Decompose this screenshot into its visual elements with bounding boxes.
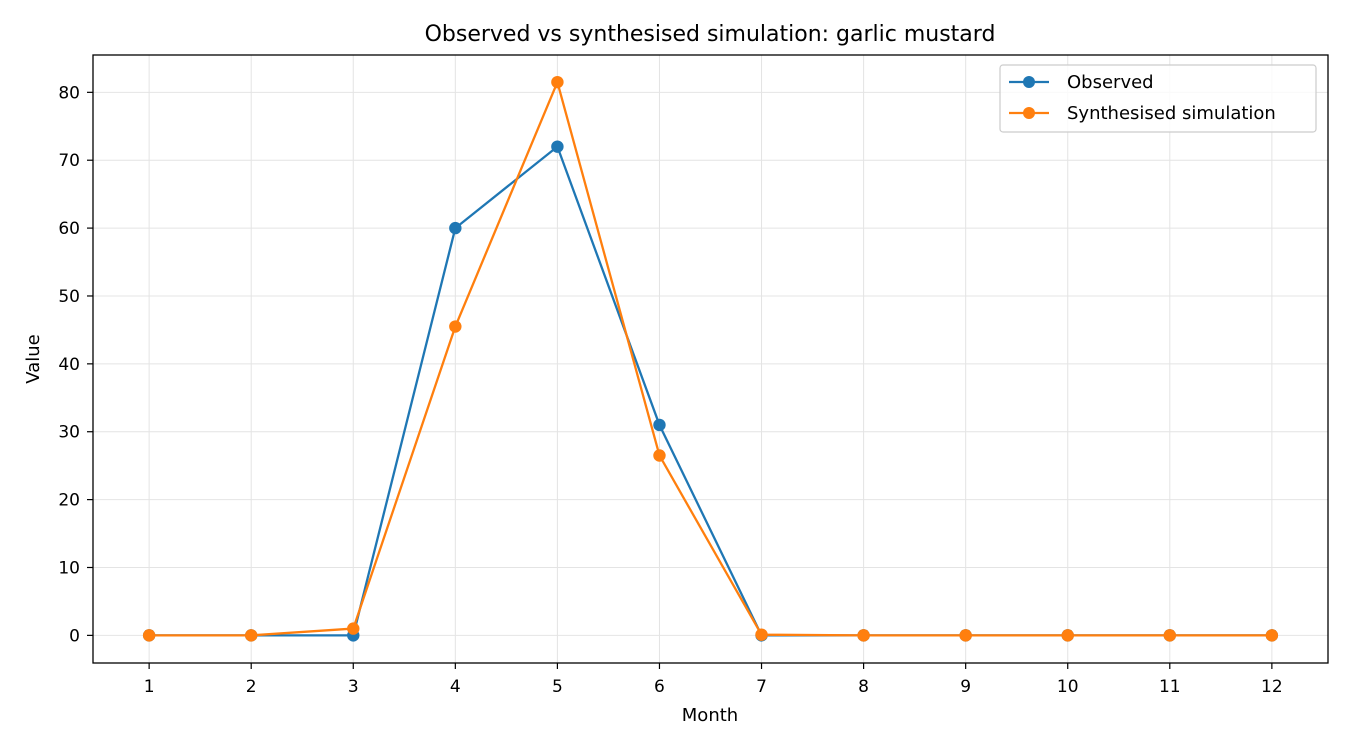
data-point-synthesised — [653, 449, 666, 462]
y-tick-label: 60 — [58, 219, 80, 239]
legend-label-synthesised: Synthesised simulation — [1067, 103, 1276, 124]
y-tick-label: 20 — [58, 491, 80, 511]
data-point-observed — [449, 221, 462, 235]
legend: Observed Synthesised simulation — [999, 64, 1317, 133]
series-line-synthesised — [149, 81, 1272, 637]
y-tick-label: 30 — [58, 423, 80, 443]
data-point-synthesised — [245, 629, 258, 642]
data-point-synthesised — [857, 629, 870, 642]
x-tick-label: 5 — [552, 677, 563, 697]
y-tick-label: 40 — [58, 355, 80, 375]
legend-box — [999, 64, 1317, 133]
x-tick-label: 9 — [960, 677, 971, 697]
x-tick-label: 11 — [1159, 677, 1181, 697]
y-tick-label: 70 — [58, 151, 80, 171]
grid — [93, 55, 1328, 663]
x-tick-label: 10 — [1057, 677, 1079, 697]
chart-title: Observed vs synthesised simulation: garl… — [425, 22, 996, 47]
data-point-synthesised — [1061, 629, 1074, 642]
y-tick-label: 50 — [58, 287, 80, 307]
y-tick-label: 80 — [58, 83, 80, 103]
x-tick-label: 8 — [858, 677, 869, 697]
data-point-observed — [653, 418, 666, 432]
x-tick-label: 2 — [246, 677, 257, 697]
data-point-synthesised — [347, 622, 360, 635]
y-axis-label: Value — [23, 334, 44, 383]
x-tick-label: 12 — [1261, 677, 1283, 697]
legend-label-observed: Observed — [1067, 72, 1154, 93]
plot-frame — [92, 54, 1329, 664]
legend-marker-observed — [1023, 76, 1035, 88]
data-point-synthesised — [755, 628, 768, 641]
data-point-synthesised — [959, 629, 972, 642]
x-tick-label: 7 — [756, 677, 767, 697]
x-tick-label: 1 — [144, 677, 155, 697]
data-point-synthesised — [142, 629, 156, 642]
y-tick-label: 10 — [58, 558, 80, 578]
data-point-observed — [551, 140, 564, 153]
data-point-synthesised — [551, 75, 564, 89]
data-point-synthesised — [1163, 629, 1176, 642]
y-tick-label: 0 — [69, 626, 80, 646]
x-tick-label: 3 — [348, 677, 359, 697]
x-axis-label: Month — [682, 705, 738, 726]
data-point-synthesised — [449, 320, 462, 333]
x-tick-label: 4 — [450, 677, 461, 697]
data-point-synthesised — [1265, 629, 1279, 642]
legend-marker-synthesised — [1023, 107, 1035, 119]
x-tick-label: 6 — [654, 677, 665, 697]
series-layer — [142, 75, 1279, 642]
